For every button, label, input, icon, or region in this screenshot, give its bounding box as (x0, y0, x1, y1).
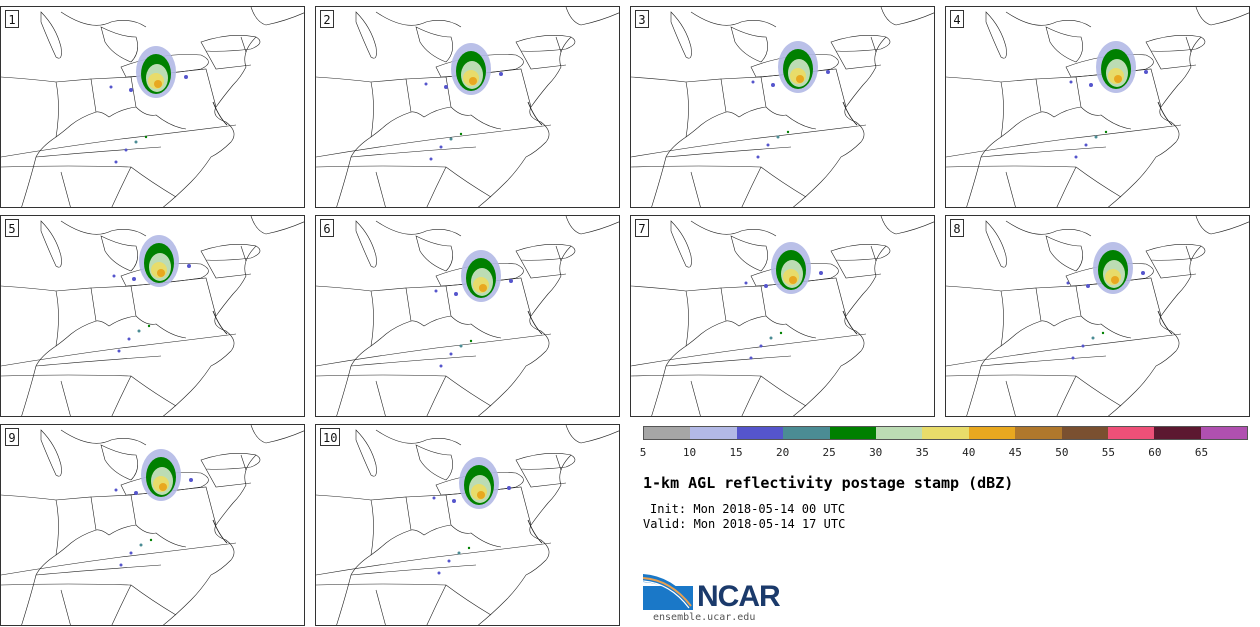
colorbar-segment (783, 427, 830, 439)
panel-member-label: 8 (950, 219, 964, 237)
colorbar-tick: 5 (639, 446, 647, 459)
colorbar-segment (922, 427, 969, 439)
postage-stamp-panel: 1 (0, 6, 305, 208)
colorbar-tick: 15 (729, 446, 743, 459)
storm-cluster (434, 250, 513, 368)
colorbar-segment (875, 427, 923, 439)
postage-stamp-panel: 2 (315, 6, 620, 208)
colorbar-tick: 40 (962, 446, 976, 459)
storm-cluster (751, 41, 830, 159)
storm-cluster (1066, 242, 1145, 360)
storm-cluster (424, 43, 503, 161)
reflectivity-map (1, 216, 304, 416)
colorbar-segment (690, 427, 737, 439)
panel-member-label: 5 (5, 219, 19, 237)
postage-stamp-panel: 7 (630, 215, 935, 417)
reflectivity-colorbar (643, 426, 1248, 440)
postage-stamp-panel: 3 (630, 6, 935, 208)
postage-stamp-panel: 8 (945, 215, 1250, 417)
colorbar-segment (968, 427, 1016, 439)
panel-member-label: 3 (635, 10, 649, 28)
reflectivity-map (631, 7, 934, 207)
reflectivity-map (946, 216, 1249, 416)
colorbar-tick: 50 (1055, 446, 1069, 459)
reflectivity-map (1, 7, 304, 207)
colorbar-tick: 10 (682, 446, 697, 459)
postage-stamp-panel: 10 (315, 424, 620, 626)
colorbar-tick: 20 (775, 446, 790, 459)
colorbar-segment (736, 427, 784, 439)
storm-cluster (112, 235, 191, 353)
reflectivity-map (631, 216, 934, 416)
colorbar-segment (644, 427, 691, 439)
colorbar-tick: 55 (1101, 446, 1115, 459)
colorbar-tick: 65 (1194, 446, 1209, 459)
reflectivity-map (1, 425, 304, 625)
storm-cluster (109, 46, 188, 164)
panel-member-label: 7 (635, 219, 649, 237)
storm-cluster (744, 242, 823, 360)
colorbar-segment (829, 427, 876, 439)
panel-member-label: 10 (320, 428, 341, 446)
chart-title: 1-km AGL reflectivity postage stamp (dBZ… (643, 474, 1014, 492)
storm-cluster (1069, 41, 1148, 159)
storm-cluster (114, 449, 193, 567)
postage-stamp-panel: 4 (945, 6, 1250, 208)
storm-cluster (432, 457, 511, 575)
postage-stamp-panel: 6 (315, 215, 620, 417)
reflectivity-map (946, 7, 1249, 207)
panel-member-label: 4 (950, 10, 964, 28)
colorbar-segment (1061, 427, 1108, 439)
init-time: Init: Mon 2018-05-14 00 UTC (650, 502, 846, 516)
ncar-logo-icon (643, 574, 693, 610)
reflectivity-map (316, 7, 619, 207)
postage-stamp-panel: 5 (0, 215, 305, 417)
colorbar-tick: 30 (869, 446, 883, 459)
panel-member-label: 1 (5, 10, 19, 28)
colorbar-segment (1107, 427, 1155, 439)
colorbar-tick: 45 (1008, 446, 1022, 459)
postage-stamp-panel: 9 (0, 424, 305, 626)
logo-url: ensemble.ucar.edu (653, 612, 756, 623)
colorbar-segment (1200, 427, 1248, 439)
panel-member-label: 6 (320, 219, 334, 237)
logo-wordmark: NCAR (697, 580, 781, 613)
colorbar-tick: 60 (1148, 446, 1162, 459)
panel-member-label: 2 (320, 10, 334, 28)
colorbar-tick-labels: 5 10 15 20 25 30 35 40 45 50 55 60 65 (639, 446, 1248, 460)
reflectivity-map (316, 425, 619, 625)
colorbar-tick: 25 (822, 446, 836, 459)
colorbar-segment (1154, 427, 1201, 439)
reflectivity-map (316, 216, 619, 416)
colorbar-tick: 35 (915, 446, 929, 459)
valid-time: Valid: Mon 2018-05-14 17 UTC (643, 517, 846, 531)
colorbar-segment (1015, 427, 1062, 439)
panel-member-label: 9 (5, 428, 19, 446)
